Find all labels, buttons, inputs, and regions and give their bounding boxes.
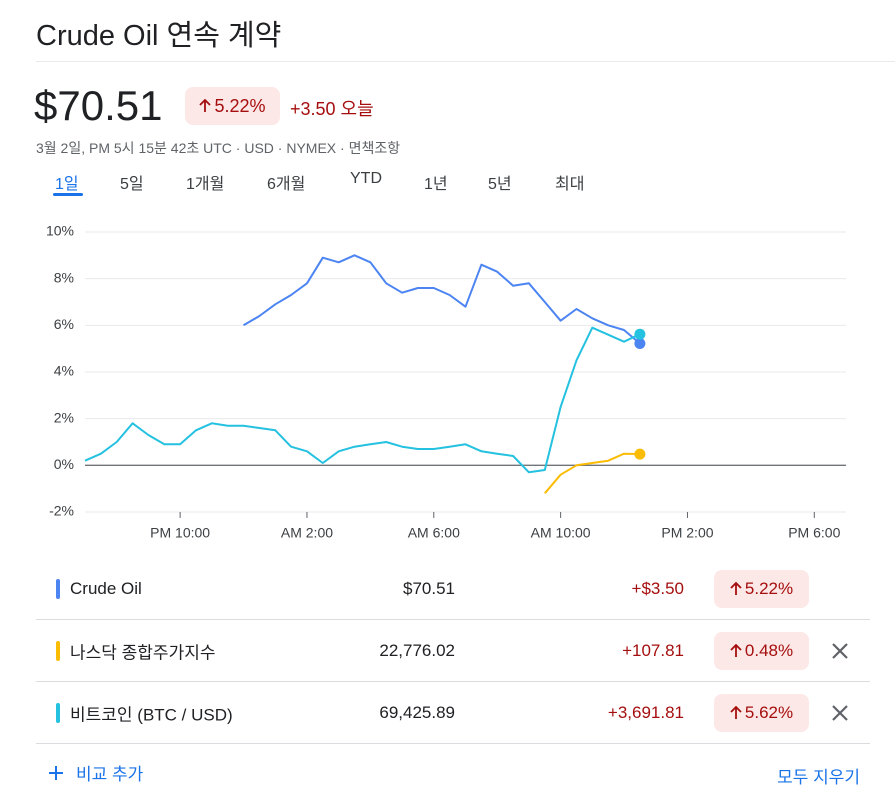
series-color xyxy=(56,578,60,599)
up-arrow xyxy=(730,705,742,719)
plus-icon xyxy=(49,765,63,780)
comparison-row: 비트코인 (BTC / USD) 69,425.89 +3,691.81 5.62% xyxy=(36,682,870,744)
row-name: 비트코인 (BTC / USD) xyxy=(70,705,233,724)
row-name: 나스닥 종합주가지수 xyxy=(70,643,216,662)
row-change: +107.81 xyxy=(622,640,684,660)
series-line xyxy=(84,326,641,474)
comparison-row: Crude Oil $70.51 +$3.50 5.22% xyxy=(36,558,870,620)
tab[interactable]: 5년 xyxy=(488,176,512,193)
tab[interactable]: 1일 xyxy=(55,176,79,193)
tab[interactable]: 최대 xyxy=(555,176,585,193)
y-tick-label: -2% xyxy=(49,503,74,519)
change-badge: 5.22% xyxy=(185,87,280,125)
tab[interactable]: 6개월 xyxy=(267,176,306,193)
series-color xyxy=(56,640,60,661)
x-tick-label: PM 10:00 xyxy=(150,525,210,541)
row-badge: 5.22% xyxy=(714,569,809,608)
add-comparison[interactable]: 비교 추가 xyxy=(48,760,143,785)
tab[interactable]: 1개월 xyxy=(186,176,225,193)
chart: -2% 0% 2% 4% 6% 8% 10% PM 10:00 AM 2:00 AM 6:00 AM… xyxy=(46,223,846,541)
tab-underline xyxy=(53,193,83,196)
x-tick-label: AM 6:00 xyxy=(408,525,460,541)
row-price: 69,425.89 xyxy=(379,702,455,722)
y-tick-label: 6% xyxy=(54,316,74,332)
row-change-percent: 0.48% xyxy=(744,640,794,660)
end-dot xyxy=(634,448,646,460)
change-today: +3.50 오늘 xyxy=(290,99,374,119)
row-change: +$3.50 xyxy=(631,578,684,598)
up-arrow xyxy=(730,643,742,657)
y-tick-label: 4% xyxy=(54,363,74,379)
y-tick-label: 0% xyxy=(54,456,74,472)
info-line: 3월 2일, PM 5시 15분 42초 UTC · USD · NYMEX ·… xyxy=(36,140,401,156)
row-badge: 0.48% xyxy=(714,631,809,670)
up-arrow xyxy=(730,581,742,595)
end-dot xyxy=(634,328,646,340)
series-color xyxy=(56,702,60,723)
page-title: Crude Oil 연속 계약 xyxy=(36,20,282,52)
price: $70.51 xyxy=(34,82,163,129)
x-tick-label: PM 2:00 xyxy=(661,525,713,541)
tab[interactable]: YTD xyxy=(350,170,382,187)
tab[interactable]: 5일 xyxy=(120,176,144,193)
row-change-percent: 5.22% xyxy=(744,578,794,598)
row-name: Crude Oil xyxy=(70,578,142,598)
y-tick-label: 8% xyxy=(54,269,74,285)
end-dot xyxy=(634,338,646,350)
up-arrow xyxy=(199,99,212,112)
clear-all[interactable]: 모두 지우기 xyxy=(777,768,860,787)
row-change: +3,691.81 xyxy=(607,702,684,722)
tab[interactable]: 1년 xyxy=(424,176,448,193)
close-icon xyxy=(832,704,848,721)
series-line xyxy=(544,452,640,494)
row-price: $70.51 xyxy=(403,578,455,598)
close-icon xyxy=(832,642,848,659)
divider xyxy=(36,61,895,62)
row-change-percent: 5.62% xyxy=(744,702,794,722)
add-label: 비교 추가 xyxy=(76,765,144,784)
y-tick-label: 10% xyxy=(46,223,74,239)
x-tick-label: AM 10:00 xyxy=(531,525,591,541)
y-tick-label: 2% xyxy=(54,409,74,425)
x-tick-label: PM 6:00 xyxy=(788,525,840,541)
comparison-row: 나스닥 종합주가지수 22,776.02 +107.81 0.48% xyxy=(36,620,870,682)
remove-button[interactable] xyxy=(830,641,850,661)
x-tick-label: AM 2:00 xyxy=(281,525,333,541)
series-line xyxy=(242,254,641,345)
row-price: 22,776.02 xyxy=(379,640,455,660)
row-badge: 5.62% xyxy=(714,693,809,732)
change-percent: 5.22% xyxy=(214,95,266,116)
remove-button[interactable] xyxy=(830,703,850,723)
